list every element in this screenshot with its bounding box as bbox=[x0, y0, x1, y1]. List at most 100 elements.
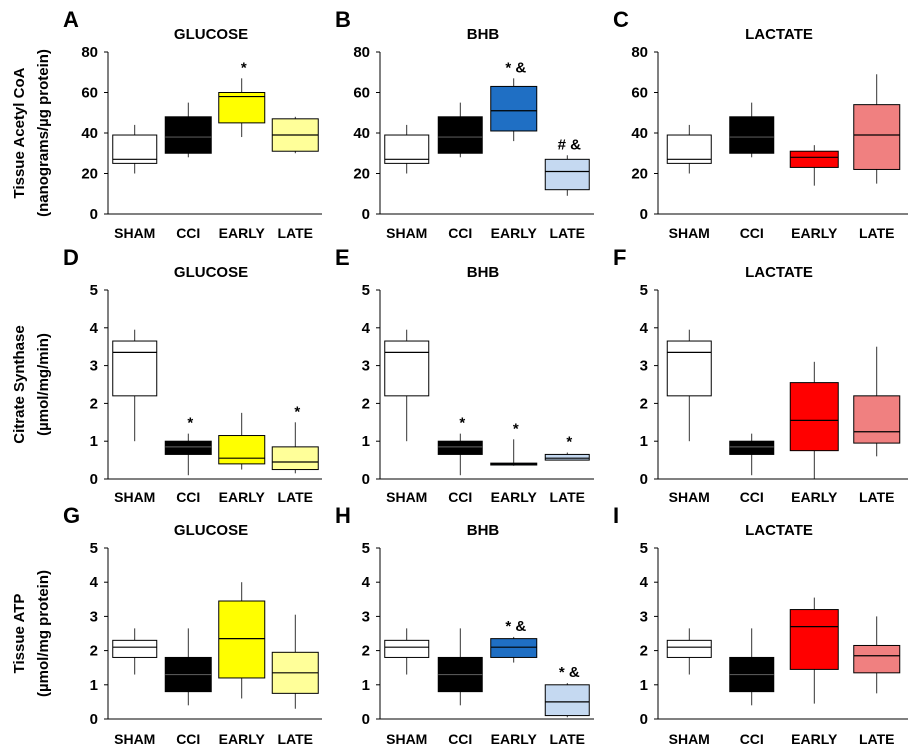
y-tick-label: 1 bbox=[640, 433, 648, 450]
box-iqr bbox=[490, 638, 538, 658]
significance-marker: * & bbox=[505, 59, 526, 76]
panel-title: LACTATE bbox=[745, 26, 813, 43]
category-label: CCI bbox=[740, 225, 764, 241]
box-late: LATE bbox=[853, 346, 901, 505]
y-tick-label: 80 bbox=[353, 44, 370, 61]
y-tick-label: 0 bbox=[640, 206, 648, 223]
panel-letter: D bbox=[63, 245, 79, 270]
category-label: LATE bbox=[549, 731, 585, 747]
category-label: EARLY bbox=[491, 225, 538, 241]
box-early: * EARLY bbox=[490, 420, 538, 505]
panel-c: C LACTATE 0 20 40 60 80 SHAM CCI EARLY LATE bbox=[613, 7, 908, 241]
box-early: * & EARLY bbox=[490, 618, 538, 747]
category-label: EARLY bbox=[791, 731, 838, 747]
y-tick-label: 20 bbox=[81, 166, 98, 183]
panel-e: E BHB 0 1 2 3 4 5 SHAM * CCI * EARLY * LATE bbox=[335, 245, 594, 505]
box-iqr bbox=[271, 446, 319, 471]
box-iqr bbox=[164, 116, 212, 154]
category-label: CCI bbox=[448, 489, 472, 505]
y-tick-label: 2 bbox=[640, 395, 648, 412]
box-iqr bbox=[853, 395, 901, 444]
y-tick-label: 1 bbox=[90, 433, 98, 450]
panel-letter: B bbox=[335, 7, 351, 32]
box-iqr bbox=[666, 134, 712, 164]
significance-marker: * bbox=[294, 403, 300, 420]
category-label: CCI bbox=[448, 225, 472, 241]
panel-a: A GLUCOSE 0 20 40 60 80 SHAM CCI * EARLY LATE bbox=[63, 7, 322, 241]
box-late: * LATE bbox=[544, 434, 590, 505]
y-tick-label: 1 bbox=[90, 677, 98, 694]
box-late: LATE bbox=[271, 116, 319, 241]
box-late: LATE bbox=[853, 616, 901, 747]
box-iqr bbox=[666, 639, 712, 658]
y-tick-label: 3 bbox=[640, 358, 648, 375]
significance-marker: * bbox=[241, 59, 247, 76]
box-iqr bbox=[729, 440, 775, 455]
box-late: LATE bbox=[271, 614, 319, 747]
y-tick-label: 0 bbox=[362, 711, 370, 728]
box-sham: SHAM bbox=[666, 124, 712, 241]
category-label: CCI bbox=[176, 489, 200, 505]
row-y-axis-label: (nanograms/µg protein) bbox=[35, 49, 52, 217]
category-label: SHAM bbox=[386, 731, 427, 747]
y-tick-label: 5 bbox=[362, 540, 370, 557]
box-early: EARLY bbox=[218, 582, 266, 747]
y-tick-label: 4 bbox=[362, 574, 371, 591]
box-sham: SHAM bbox=[384, 329, 430, 505]
y-tick-label: 4 bbox=[362, 320, 371, 337]
y-tick-label: 1 bbox=[640, 677, 648, 694]
category-label: CCI bbox=[176, 731, 200, 747]
box-late: LATE bbox=[853, 74, 901, 241]
y-tick-label: 80 bbox=[631, 44, 648, 61]
significance-marker: # & bbox=[558, 136, 582, 153]
significance-marker: * bbox=[513, 420, 519, 437]
y-tick-label: 60 bbox=[81, 85, 98, 102]
category-label: SHAM bbox=[386, 225, 427, 241]
y-tick-label: 2 bbox=[362, 395, 370, 412]
significance-marker: * bbox=[566, 434, 572, 451]
significance-marker: * & bbox=[559, 664, 580, 681]
panel-f: F LACTATE 0 1 2 3 4 5 SHAM CCI EARLY LATE bbox=[613, 245, 908, 505]
category-label: CCI bbox=[740, 489, 764, 505]
category-label: LATE bbox=[859, 225, 895, 241]
box-cci: CCI bbox=[164, 102, 212, 241]
y-tick-label: 5 bbox=[640, 282, 648, 299]
y-tick-label: 3 bbox=[90, 358, 98, 375]
category-label: CCI bbox=[740, 731, 764, 747]
panel-letter: G bbox=[63, 503, 80, 528]
box-iqr bbox=[789, 150, 839, 168]
box-iqr bbox=[437, 440, 483, 455]
box-cci: CCI bbox=[437, 102, 483, 241]
y-tick-label: 20 bbox=[353, 166, 370, 183]
row-y-axis-label: (µmol/mg protein) bbox=[35, 570, 52, 697]
box-cci: * CCI bbox=[437, 415, 483, 505]
category-label: SHAM bbox=[669, 489, 710, 505]
y-tick-label: 1 bbox=[362, 433, 370, 450]
panel-title: BHB bbox=[467, 26, 500, 43]
category-label: SHAM bbox=[114, 225, 155, 241]
box-iqr bbox=[164, 440, 212, 455]
panel-title: GLUCOSE bbox=[174, 522, 248, 539]
category-label: SHAM bbox=[386, 489, 427, 505]
box-sham: SHAM bbox=[112, 329, 158, 505]
panel-title: LACTATE bbox=[745, 522, 813, 539]
box-iqr bbox=[544, 684, 590, 717]
box-early: EARLY bbox=[789, 145, 839, 241]
y-tick-label: 2 bbox=[90, 643, 98, 660]
box-iqr bbox=[218, 600, 266, 679]
panel-title: GLUCOSE bbox=[174, 26, 248, 43]
y-tick-label: 0 bbox=[362, 206, 370, 223]
y-tick-label: 40 bbox=[353, 125, 370, 142]
panel-title: LACTATE bbox=[745, 264, 813, 281]
category-label: EARLY bbox=[491, 731, 538, 747]
box-late: # & LATE bbox=[544, 136, 590, 241]
box-cci: CCI bbox=[729, 102, 775, 241]
box-iqr bbox=[789, 382, 839, 452]
y-tick-label: 4 bbox=[90, 320, 99, 337]
category-label: LATE bbox=[549, 225, 585, 241]
category-label: EARLY bbox=[491, 489, 538, 505]
box-cci: CCI bbox=[164, 628, 212, 747]
y-tick-label: 2 bbox=[362, 643, 370, 660]
row-y-axis-label: Tissue Acetyl CoA bbox=[11, 67, 28, 198]
category-label: EARLY bbox=[791, 225, 838, 241]
